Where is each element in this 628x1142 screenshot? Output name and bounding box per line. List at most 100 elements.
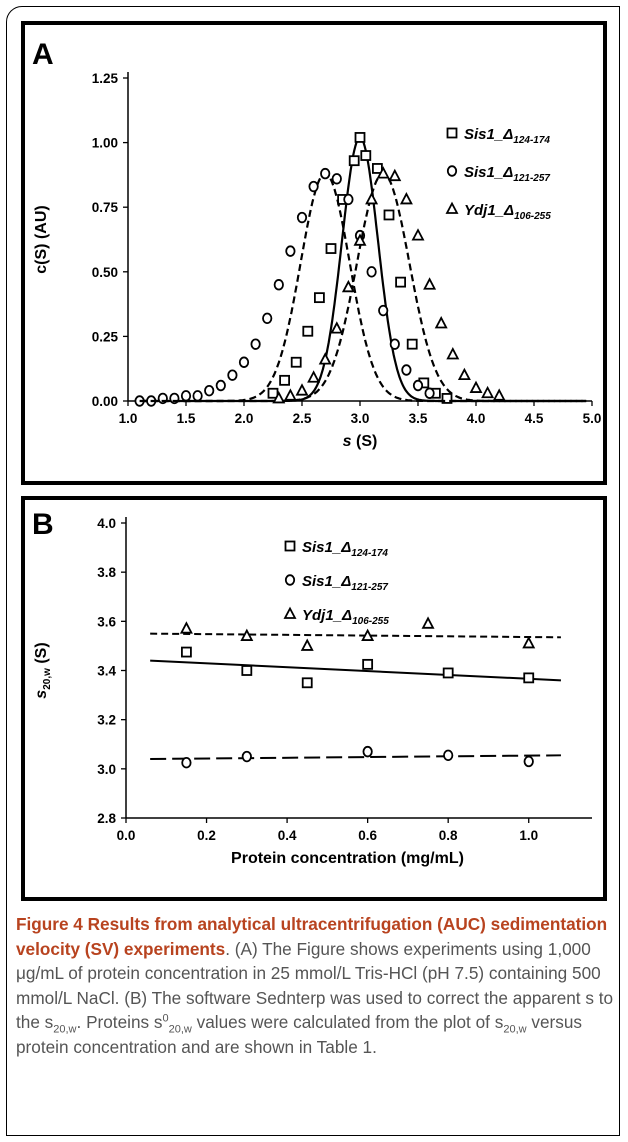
panel-a-data-point [296,211,308,224]
panel-a-y-tick-label: 0.50 [92,265,118,280]
panel-a-data-point [302,325,314,337]
caption-body-3: values were calculated from the plot of … [191,1012,504,1032]
panel-b-data-point [443,749,454,762]
panel-b-data-point [442,667,454,679]
panel-a-data-point [192,390,203,402]
panel-b-y-tick-label: 3.6 [97,614,116,629]
panel-a-data-point [331,173,342,185]
figure-panels: A B 1.0 1.5 2.0 2.5 3.0 3.5 4.0 4.5 5.0 0.00 0.25 0… [21,21,607,901]
panel-a-data-point [383,209,395,221]
panel-a-border [21,21,607,485]
panel-a-data-point [250,338,261,350]
caption-body-4: versus protein concentration and are sho… [16,1012,582,1057]
panel-a-data-point [423,277,437,290]
panel-a-y-tick-label: 0.75 [92,200,119,215]
panel-a-legend-label: Sis1_Δ124-174 [464,126,550,146]
panel-a-data-point [434,316,448,329]
panel-a-legend-label: Ydj1_Δ106-255 [464,202,551,222]
panel-b-legend-label: Ydj1_Δ106-255 [302,607,389,627]
panel-a-legend-marker [445,201,459,214]
panel-a-x-tick-label: 4.5 [525,411,544,426]
panel-a-x-tick-label: 2.5 [293,411,312,426]
figure-frame [6,6,620,1136]
panel-a-legend-marker [446,165,458,177]
panel-a-data-point [441,393,453,404]
panel-a-data-point [395,276,407,288]
caption-sup-2: 0 [162,1012,169,1025]
panel-a-data-point [492,388,506,401]
panel-a-data-point [330,321,344,334]
panel-a-data-point [273,279,284,291]
panel-a-x-tick-label: 2.0 [235,411,254,426]
panel-a-y-axis-title: c(S) (AU) [33,205,50,273]
panel-a-data-point [354,132,366,143]
panel-b-y-tick-label: 3.0 [97,762,116,777]
panel-a-data-point [343,193,354,206]
panel-a-data-point [320,167,331,180]
panel-a-data-point [371,163,383,174]
caption-body-1: . (A) The Figure shows experiments using… [16,938,614,1033]
panel-a-data-point [215,379,226,392]
panel-a-y-tick-label: 1.00 [92,136,118,151]
panel-a-data-point [406,338,418,350]
panel-b-x-tick-label: 0.4 [278,828,297,843]
panel-a-data-point [238,356,250,368]
caption-lead: Figure 4 Results from analytical ultrace… [16,914,608,959]
panel-b-plot: 0.0 0.2 0.4 0.6 0.8 1.0 2.8 3.0 3.2 3.4 3.6 3.8 4.0 P… [33,516,592,867]
panel-a-letter: A [32,38,54,71]
panel-a-data-point [399,192,413,205]
panel-b-data-point [361,628,375,641]
panel-b-legend-marker [284,574,296,586]
panel-a-x-tick-label: 1.5 [177,411,196,426]
panel-b-x-tick-label: 0.0 [117,828,136,843]
panel-a-data-point [308,180,319,193]
panel-a-data-point [318,352,332,365]
panel-b-fit-line-1 [150,659,561,682]
panel-a-data-point [481,385,495,399]
panel-a-data-point [412,379,424,392]
panel-b-data-point [301,677,313,689]
panel-b-y-tick-label: 2.8 [97,811,116,826]
panel-b-x-tick-label: 1.0 [519,828,538,843]
panel-b-legend-label: Sis1_Δ121-257 [302,573,388,593]
panel-a-x-tick-label: 4.0 [467,411,486,426]
panel-a-series-line-2 [139,172,587,403]
panel-a-series-line-3 [139,172,587,403]
panel-b-fit-line-2 [150,754,561,760]
panel-b-legend-marker [283,606,297,619]
panel-b-data-point [240,628,254,641]
panel-a-x-axis-title: s (S) [343,433,378,450]
panel-b-legend-marker [284,540,296,552]
panel-a-data-point [360,150,372,161]
panel-b-data-point [300,638,314,651]
panel-a-data-point [366,266,377,278]
panel-b-data-point [523,672,535,684]
panel-a-data-point [365,192,379,205]
panel-b-data-point [181,646,192,658]
panel-a-data-point [388,168,402,182]
panel-a-data-point [262,312,273,325]
panel-b-y-tick-label: 4.0 [97,516,116,531]
panel-a-data-point [401,364,412,376]
panel-b-y-tick-label: 3.2 [97,713,116,728]
caption-sub-1: 20,w [53,1023,77,1036]
panel-b-data-point [522,636,536,649]
panel-a-data-point [313,292,325,304]
panel-b-y-axis-title: s20,w (S) [33,642,53,698]
panel-a-legend-label: Sis1_Δ121-257 [464,164,550,184]
panel-b-y-tick-label: 3.8 [97,565,116,580]
panel-b-x-tick-label: 0.2 [197,828,216,843]
panel-b-legend-label: Sis1_Δ124-174 [302,539,388,559]
panel-a-data-point [307,370,321,383]
panel-b-border [21,496,607,901]
panel-b-data-point [241,665,253,676]
panel-a-data-point [348,155,360,167]
panel-a-x-tick-label: 1.0 [119,411,138,426]
panel-a-data-point [353,233,367,246]
panel-a-data-point [378,304,389,317]
panel-b-data-point [181,756,192,769]
panel-a-data-point [469,380,483,393]
panel-b-x-tick-label: 0.6 [358,828,377,843]
caption-sub-2: 20,w [168,1023,192,1036]
panel-a-data-point [283,388,297,401]
